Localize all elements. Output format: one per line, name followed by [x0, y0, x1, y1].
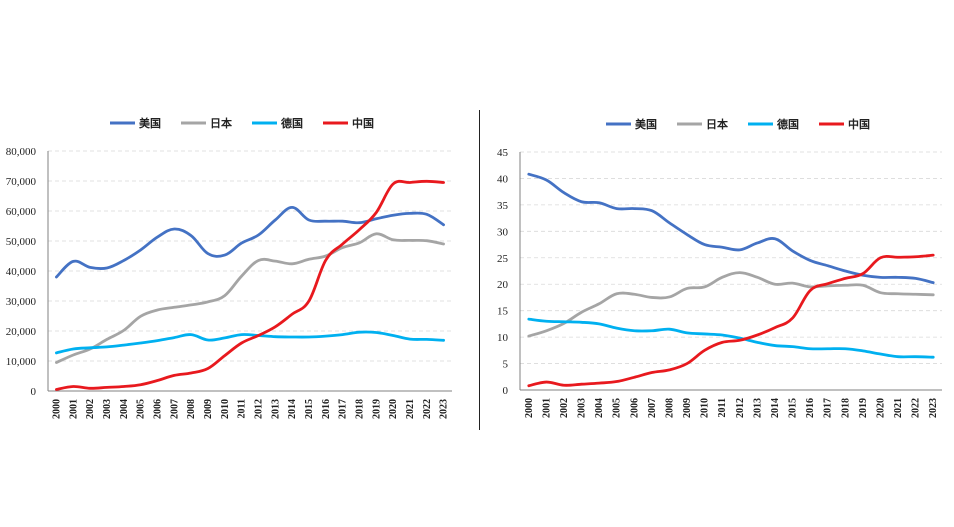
x-tick-label: 2006	[152, 399, 163, 419]
series-line-1	[527, 172, 935, 285]
y-tick-label: 80,000	[6, 146, 37, 158]
series-line-4	[55, 179, 445, 391]
y-tick-label: 50,000	[6, 236, 37, 248]
y-tick-label: 0	[31, 386, 37, 398]
x-tick-label: 2005	[612, 398, 623, 418]
x-tick-label: 2016	[321, 399, 332, 419]
series-line-3	[527, 317, 935, 359]
legend-label: 德国	[280, 116, 303, 130]
x-tick-label: 2014	[770, 398, 781, 418]
x-tick-label: 2015	[788, 398, 799, 418]
y-tick-label: 10,000	[6, 356, 37, 368]
legend-entry: 日本	[181, 116, 232, 130]
legend-label: 德国	[776, 117, 799, 131]
x-tick-label: 2013	[752, 398, 763, 418]
x-tick-label: 2008	[664, 398, 675, 418]
legend-label: 中国	[352, 116, 374, 130]
x-tick-label: 2009	[203, 399, 214, 419]
x-tick-label: 2005	[136, 399, 147, 419]
legend-entry: 德国	[748, 117, 799, 131]
y-tick-label: 20	[497, 279, 509, 291]
x-tick-label: 2020	[388, 399, 399, 419]
x-tick-label: 2018	[840, 398, 851, 418]
x-tick-label: 2018	[354, 399, 365, 419]
x-tick-label: 2000	[524, 398, 535, 418]
x-tick-label: 2007	[647, 398, 658, 418]
x-tick-label: 2001	[541, 398, 552, 418]
x-tick-label: 2013	[270, 399, 281, 419]
x-tick-label: 2001	[68, 399, 79, 419]
series-line-2	[527, 271, 935, 338]
y-tick-label: 15	[497, 306, 509, 318]
y-tick-label: 25	[497, 253, 509, 265]
x-tick-label: 2010	[220, 399, 231, 419]
x-tick-label: 2004	[119, 399, 130, 419]
x-tick-label: 2021	[893, 398, 904, 418]
x-tick-label: 2003	[577, 398, 588, 418]
y-tick-label: 40,000	[6, 266, 37, 278]
legend-entry: 日本	[677, 117, 728, 131]
x-tick-label: 2008	[186, 399, 197, 419]
y-tick-label: 30	[497, 226, 509, 238]
series-line-1	[55, 206, 445, 279]
series-line-4	[527, 253, 935, 388]
panel-divider	[479, 110, 480, 430]
x-tick-label: 2019	[371, 399, 382, 419]
legend-label: 美国	[139, 116, 161, 130]
x-tick-label: 2023	[439, 399, 450, 419]
x-tick-label: 2016	[805, 398, 816, 418]
y-tick-label: 10	[497, 332, 509, 344]
x-tick-label: 2014	[287, 399, 298, 419]
y-tick-label: 30,000	[6, 296, 37, 308]
legend-label: 日本	[706, 117, 728, 131]
x-tick-label: 2012	[253, 399, 264, 419]
y-tick-label: 35	[497, 200, 509, 212]
x-tick-label: 2011	[717, 398, 728, 417]
legend-entry: 美国	[606, 117, 657, 131]
x-tick-label: 2017	[338, 399, 349, 419]
x-tick-label: 2012	[735, 398, 746, 418]
x-tick-label: 2004	[594, 398, 605, 418]
x-tick-label: 2023	[928, 398, 939, 418]
legend-label: 美国	[635, 117, 657, 131]
x-tick-label: 2020	[875, 398, 886, 418]
y-tick-label: 5	[503, 359, 509, 371]
y-tick-label: 40	[497, 173, 509, 185]
x-tick-label: 2017	[823, 398, 834, 418]
legend-entry: 中国	[819, 117, 870, 131]
x-tick-label: 2021	[405, 399, 416, 419]
legend-entry: 美国	[110, 116, 161, 130]
series-line-2	[55, 232, 445, 364]
x-tick-label: 2007	[169, 399, 180, 419]
x-tick-label: 2002	[85, 399, 96, 419]
y-tick-label: 60,000	[6, 206, 37, 218]
x-tick-label: 2022	[422, 399, 433, 419]
y-tick-label: 70,000	[6, 176, 37, 188]
chart-2: 0 5 10 15 20 25 30 35 40 45 2000 2001 2002 2003 2004 20…	[497, 117, 942, 418]
legend-label: 日本	[210, 116, 232, 130]
y-tick-label: 45	[497, 147, 509, 159]
x-tick-label: 2003	[102, 399, 113, 419]
x-tick-label: 2015	[304, 399, 315, 419]
x-tick-label: 2002	[559, 398, 570, 418]
legend-entry: 中国	[323, 116, 374, 130]
x-tick-label: 2011	[237, 399, 248, 418]
x-tick-label: 2006	[629, 398, 640, 418]
series-line-3	[55, 330, 445, 355]
x-tick-label: 2022	[911, 398, 922, 418]
y-tick-label: 20,000	[6, 326, 37, 338]
x-tick-label: 2019	[858, 398, 869, 418]
x-tick-label: 2000	[51, 399, 62, 419]
x-tick-label: 2010	[700, 398, 711, 418]
chart-1: 0 10,000 20,000 30,000 40,000 50,000 60,000 70,…	[6, 116, 452, 419]
legend-label: 中国	[848, 117, 870, 131]
legend-entry: 德国	[252, 116, 303, 130]
x-tick-label: 2009	[682, 398, 693, 418]
y-tick-label: 0	[503, 385, 509, 397]
